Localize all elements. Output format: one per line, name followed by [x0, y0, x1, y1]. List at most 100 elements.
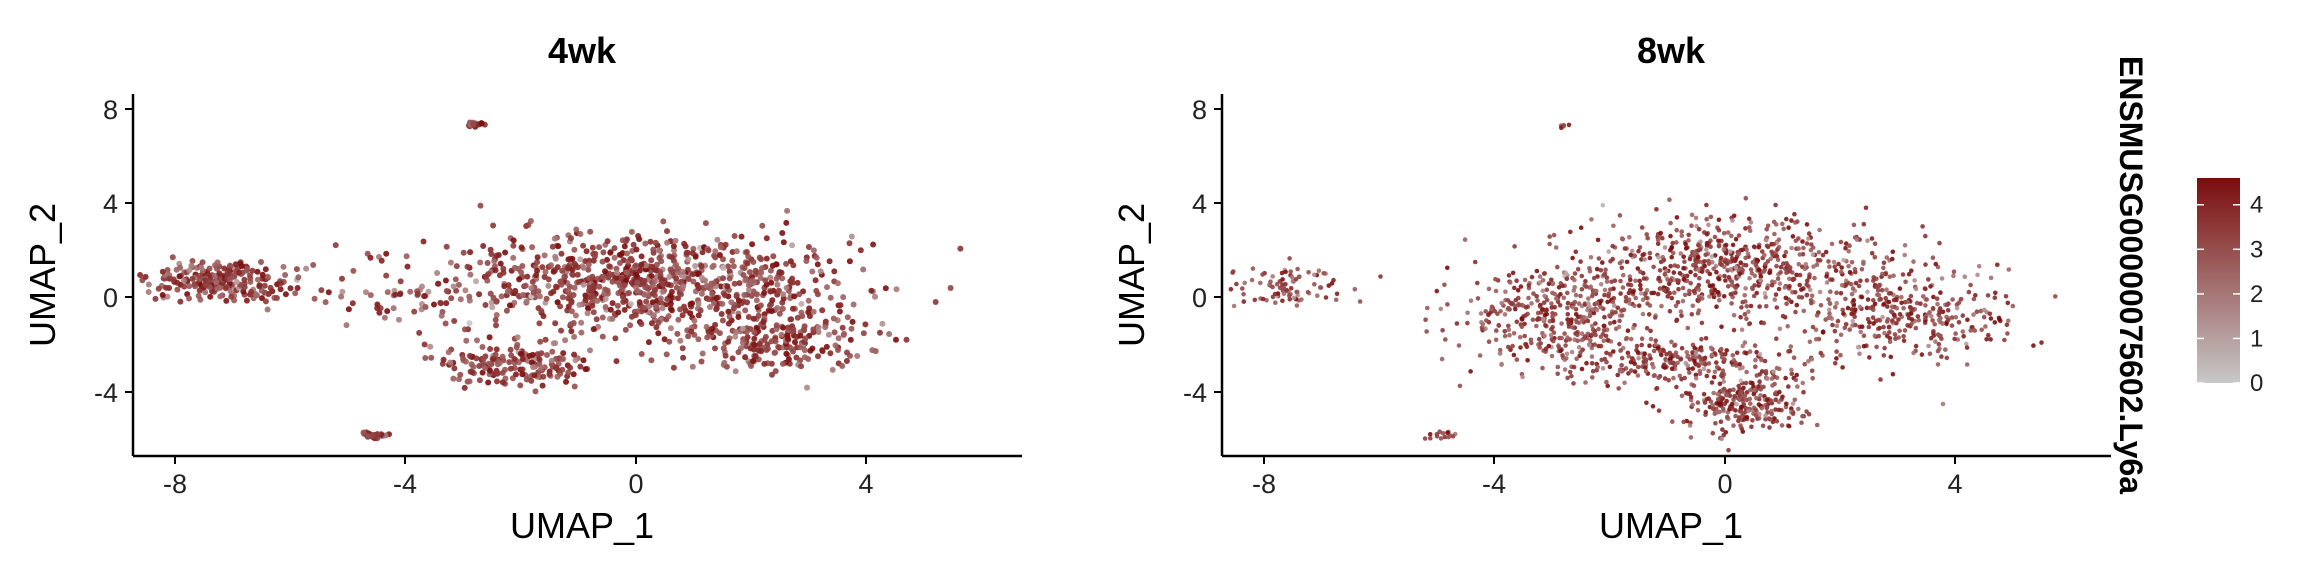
cell-point — [1578, 259, 1583, 264]
cell-point — [809, 268, 816, 275]
cell-point — [1795, 219, 1800, 224]
cell-point — [1737, 362, 1742, 367]
cell-point — [513, 344, 520, 351]
cell-point — [1751, 244, 1757, 249]
cell-point — [1796, 246, 1801, 251]
cell-point — [798, 300, 805, 307]
cell-point — [1923, 303, 1928, 308]
cell-point — [1607, 351, 1613, 357]
cell-point — [1894, 320, 1899, 326]
cell-point — [1736, 251, 1742, 256]
cell-point — [1926, 343, 1931, 349]
cell-point — [1633, 295, 1638, 301]
cell-point — [1909, 317, 1915, 322]
cell-point — [1585, 318, 1591, 324]
cell-point — [1618, 278, 1623, 284]
cell-point — [1604, 350, 1609, 356]
cell-point — [751, 335, 758, 342]
cell-point — [411, 308, 418, 315]
cell-point — [1594, 266, 1600, 272]
cell-point — [1712, 369, 1718, 375]
cell-point — [584, 310, 591, 317]
cell-point — [1628, 252, 1634, 258]
cell-point — [694, 271, 701, 278]
cell-point — [1876, 317, 1881, 323]
cell-point — [650, 312, 657, 319]
cell-point — [1769, 282, 1775, 288]
cell-point — [698, 290, 705, 297]
cell-point — [1853, 280, 1859, 286]
cell-point — [1849, 259, 1855, 265]
cell-point — [1930, 255, 1936, 260]
cell-point — [538, 350, 545, 357]
cell-point — [1981, 314, 1987, 320]
cell-point — [797, 344, 803, 351]
cell-point — [567, 321, 574, 328]
cell-point — [750, 259, 757, 265]
cell-point — [582, 366, 589, 373]
cell-point — [848, 233, 855, 240]
cell-point — [1639, 336, 1645, 342]
cell-point — [1526, 295, 1531, 301]
cell-point — [174, 286, 181, 293]
cell-point — [1909, 268, 1914, 274]
cell-point — [1852, 314, 1857, 320]
cell-point — [1531, 291, 1536, 296]
cell-point — [1911, 259, 1916, 264]
cell-point — [1604, 275, 1610, 281]
cell-point — [1544, 297, 1550, 303]
cell-point — [1556, 344, 1562, 350]
cell-point — [425, 288, 432, 295]
cell-point — [1757, 351, 1763, 357]
cell-point — [1656, 375, 1661, 381]
cell-point — [152, 295, 159, 302]
cell-point — [579, 263, 586, 270]
cell-point — [1579, 366, 1585, 372]
cell-point — [1696, 243, 1701, 248]
cell-point — [1838, 239, 1844, 245]
cell-point — [1655, 237, 1661, 243]
cell-point — [1864, 305, 1870, 311]
cell-point — [1662, 376, 1668, 381]
cell-point — [1718, 255, 1724, 261]
cell-point — [1867, 355, 1872, 360]
cell-point — [1564, 351, 1570, 357]
cell-point — [1588, 284, 1594, 290]
cell-point — [522, 282, 529, 289]
cell-point — [760, 318, 767, 325]
cell-point — [651, 292, 658, 299]
cell-point — [594, 297, 601, 304]
cell-point — [1287, 293, 1292, 298]
cell-point — [1807, 339, 1813, 345]
cell-point — [1696, 308, 1702, 313]
cell-point — [831, 329, 838, 336]
cell-point — [1678, 251, 1684, 256]
cell-point — [1728, 267, 1734, 272]
cell-point — [802, 335, 809, 342]
cell-point — [1714, 360, 1719, 365]
cell-point — [1865, 316, 1871, 322]
cell-point — [1742, 293, 1747, 298]
cell-point — [642, 240, 649, 247]
cell-point — [1800, 239, 1805, 244]
cell-point — [1849, 311, 1854, 317]
cell-point — [1656, 275, 1662, 281]
cell-point — [1590, 368, 1596, 374]
cell-point — [1890, 318, 1895, 323]
cell-point — [1295, 266, 1300, 272]
cell-point — [790, 326, 797, 333]
cell-point — [1506, 344, 1511, 350]
cell-point — [886, 331, 893, 337]
cell-point — [1736, 383, 1741, 389]
cell-point — [1693, 215, 1699, 221]
cell-point — [295, 274, 302, 281]
cell-point — [1565, 290, 1570, 296]
cell-point — [1747, 228, 1753, 234]
cell-point — [585, 305, 591, 312]
cell-point — [672, 237, 679, 244]
cell-point — [775, 343, 782, 350]
cell-point — [1832, 361, 1838, 366]
cell-point — [1703, 252, 1708, 258]
cell-point — [698, 274, 705, 281]
cell-point — [726, 313, 733, 320]
